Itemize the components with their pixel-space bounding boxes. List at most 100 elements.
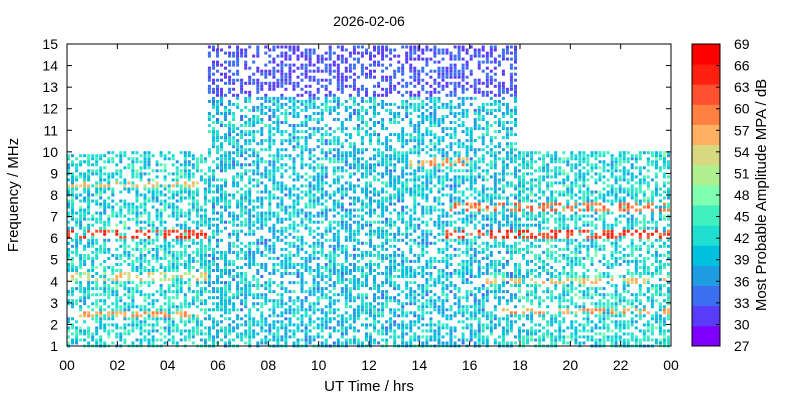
amplitude-point bbox=[320, 214, 324, 218]
amplitude-point bbox=[445, 272, 449, 275]
amplitude-point bbox=[373, 208, 376, 212]
amplitude-point bbox=[272, 75, 276, 79]
amplitude-point bbox=[187, 229, 191, 233]
amplitude-point bbox=[445, 220, 449, 224]
amplitude-point bbox=[264, 335, 268, 339]
amplitude-point bbox=[107, 202, 111, 206]
amplitude-point bbox=[328, 302, 332, 306]
amplitude-point bbox=[401, 136, 405, 140]
amplitude-point bbox=[373, 317, 376, 321]
amplitude-point bbox=[288, 69, 292, 73]
amplitude-point bbox=[103, 187, 107, 191]
amplitude-point bbox=[131, 293, 135, 297]
amplitude-point bbox=[248, 196, 252, 200]
amplitude-point bbox=[413, 57, 417, 61]
amplitude-point bbox=[127, 332, 131, 336]
amplitude-point bbox=[83, 247, 87, 251]
amplitude-point bbox=[195, 329, 199, 333]
amplitude-point bbox=[433, 163, 437, 167]
amplitude-point bbox=[99, 187, 103, 191]
amplitude-point bbox=[260, 133, 264, 137]
amplitude-point bbox=[216, 118, 219, 121]
amplitude-point bbox=[191, 329, 195, 333]
amplitude-point bbox=[155, 163, 159, 167]
amplitude-point bbox=[413, 272, 417, 275]
amplitude-point bbox=[429, 278, 433, 282]
amplitude-point bbox=[421, 184, 425, 188]
amplitude-point bbox=[441, 202, 445, 206]
amplitude-point bbox=[292, 187, 296, 191]
amplitude-point bbox=[324, 275, 328, 278]
amplitude-point bbox=[328, 308, 332, 312]
amplitude-point bbox=[377, 133, 381, 137]
amplitude-point bbox=[232, 136, 236, 140]
amplitude-point bbox=[356, 214, 360, 218]
amplitude-point bbox=[320, 235, 324, 239]
amplitude-point bbox=[405, 341, 409, 345]
amplitude-point bbox=[336, 139, 340, 143]
amplitude-point bbox=[75, 299, 79, 303]
amplitude-point bbox=[401, 139, 405, 143]
amplitude-point bbox=[389, 326, 393, 330]
amplitude-point bbox=[292, 102, 296, 106]
amplitude-point bbox=[151, 253, 155, 257]
amplitude-point bbox=[147, 157, 151, 161]
amplitude-point bbox=[228, 51, 232, 55]
amplitude-point bbox=[308, 51, 312, 55]
amplitude-point bbox=[381, 160, 385, 164]
amplitude-point bbox=[393, 308, 397, 312]
amplitude-point bbox=[244, 263, 248, 266]
amplitude-point bbox=[280, 72, 284, 76]
amplitude-point bbox=[220, 96, 223, 100]
amplitude-point bbox=[187, 281, 191, 285]
amplitude-point bbox=[191, 154, 195, 158]
amplitude-point bbox=[131, 205, 135, 209]
amplitude-point bbox=[183, 220, 187, 224]
amplitude-point bbox=[429, 256, 433, 260]
amplitude-point bbox=[312, 287, 316, 291]
amplitude-point bbox=[240, 51, 244, 55]
amplitude-point bbox=[389, 75, 393, 79]
amplitude-point bbox=[421, 99, 425, 103]
amplitude-point bbox=[409, 311, 413, 315]
amplitude-point bbox=[401, 63, 405, 67]
amplitude-point bbox=[212, 178, 215, 182]
amplitude-point bbox=[224, 263, 227, 266]
amplitude-point bbox=[284, 54, 288, 58]
amplitude-point bbox=[429, 311, 433, 315]
amplitude-point bbox=[344, 187, 348, 191]
amplitude-point bbox=[389, 121, 393, 124]
amplitude-point bbox=[139, 320, 143, 324]
amplitude-point bbox=[171, 284, 175, 288]
amplitude-point bbox=[183, 335, 187, 339]
amplitude-point bbox=[159, 305, 163, 309]
amplitude-point bbox=[228, 323, 232, 327]
amplitude-point bbox=[244, 48, 248, 52]
amplitude-point bbox=[179, 278, 183, 282]
amplitude-point bbox=[83, 160, 87, 164]
amplitude-point bbox=[449, 335, 453, 339]
amplitude-point bbox=[389, 199, 393, 203]
amplitude-point bbox=[103, 220, 107, 224]
amplitude-point bbox=[433, 266, 437, 269]
amplitude-point bbox=[91, 244, 95, 248]
amplitude-point bbox=[417, 284, 421, 288]
amplitude-point bbox=[175, 235, 179, 239]
amplitude-point bbox=[135, 220, 139, 224]
amplitude-point bbox=[139, 332, 143, 336]
amplitude-point bbox=[340, 102, 344, 106]
amplitude-point bbox=[340, 326, 344, 330]
amplitude-point bbox=[79, 256, 83, 260]
amplitude-point bbox=[417, 151, 421, 155]
amplitude-point bbox=[405, 332, 409, 336]
amplitude-point bbox=[179, 305, 183, 309]
amplitude-point bbox=[304, 136, 308, 140]
amplitude-point bbox=[445, 172, 449, 176]
amplitude-point bbox=[328, 335, 332, 339]
amplitude-point bbox=[348, 115, 352, 118]
amplitude-point bbox=[244, 278, 248, 282]
amplitude-point bbox=[429, 148, 433, 152]
amplitude-point bbox=[409, 54, 413, 58]
amplitude-point bbox=[175, 275, 179, 278]
amplitude-point bbox=[437, 196, 441, 200]
